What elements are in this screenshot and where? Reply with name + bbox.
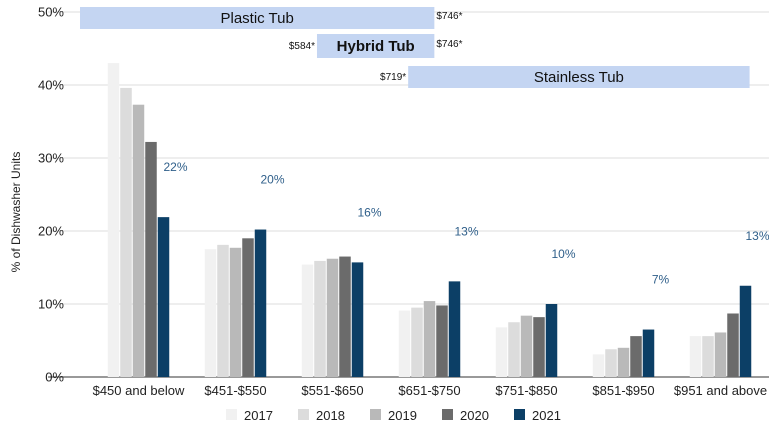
data-label: 20% xyxy=(260,173,284,187)
y-tick-label: 30% xyxy=(38,151,64,166)
band-label: Stainless Tub xyxy=(534,69,624,86)
bar-2020 xyxy=(533,317,545,377)
bar-2018 xyxy=(411,307,423,377)
bar-2021 xyxy=(351,262,364,377)
bar-2020 xyxy=(339,256,351,377)
bar-2021 xyxy=(254,229,267,377)
x-tick-label: $751-$850 xyxy=(495,383,557,398)
legend-swatch-2020 xyxy=(442,409,453,420)
bar-2020 xyxy=(145,141,157,377)
band-start-price: $719* xyxy=(380,72,406,83)
legend-label: 2021 xyxy=(532,408,561,423)
bar-2018 xyxy=(120,87,132,378)
bar-2017 xyxy=(592,354,605,377)
bar-2017 xyxy=(204,249,217,377)
y-axis-ticks: 0% 10% 20% 30% 40% 50% xyxy=(38,5,64,385)
y-tick-label: 50% xyxy=(38,5,64,20)
band-2 xyxy=(408,66,750,88)
bar-2019 xyxy=(520,315,533,377)
legend-label: 2019 xyxy=(388,408,417,423)
bar-2021 xyxy=(448,281,461,377)
bar-2018 xyxy=(314,260,326,377)
band-1 xyxy=(316,34,435,58)
band-start-price: $584* xyxy=(289,41,315,52)
bar-2018 xyxy=(702,336,714,377)
bars xyxy=(107,63,752,378)
y-tick-label: 10% xyxy=(38,297,64,312)
legend-swatch-2017 xyxy=(226,409,237,420)
x-axis-ticks: $450 and below $451-$550 $551-$650 $651-$75… xyxy=(93,383,768,398)
bar-2021 xyxy=(642,329,655,377)
bar-2019 xyxy=(423,301,436,377)
band-label: Plastic Tub xyxy=(220,10,293,27)
legend-label: 2018 xyxy=(316,408,345,423)
bar-2018 xyxy=(217,244,229,377)
band-0 xyxy=(80,7,435,29)
legend-swatch-2019 xyxy=(370,409,381,420)
y-tick-label: 20% xyxy=(38,224,64,239)
x-tick-label: $651-$750 xyxy=(398,383,460,398)
bar-2017 xyxy=(398,310,411,377)
data-label: 13% xyxy=(454,224,478,238)
bar-2020 xyxy=(630,336,642,377)
x-tick-label: $451-$550 xyxy=(204,383,266,398)
legend-label: 2020 xyxy=(460,408,489,423)
bar-2020 xyxy=(436,305,448,377)
legend-swatch-2018 xyxy=(298,409,309,420)
data-labels: 22% 20% 16% 13% 10% 7% 13% xyxy=(163,160,769,286)
y-tick-label: 0% xyxy=(45,370,64,385)
legend-swatch-2021 xyxy=(514,409,525,420)
band-label: Hybrid Tub xyxy=(337,38,415,55)
x-tick-label: $450 and below xyxy=(93,383,185,398)
bar-2017 xyxy=(495,327,508,377)
y-axis-label: % of Dishwasher Units xyxy=(9,152,23,273)
legend-label: 2017 xyxy=(244,408,273,423)
bar-2021 xyxy=(157,217,170,377)
bar-2021 xyxy=(545,304,558,377)
tub-type-bands: Plastic Tub $746* Hybrid Tub $584* $746* Stai… xyxy=(80,7,750,88)
bar-2021 xyxy=(739,285,752,377)
bar-2020 xyxy=(727,313,739,377)
bar-2020 xyxy=(242,238,254,377)
band-end-price: $746* xyxy=(436,11,462,22)
x-tick-label: $551-$650 xyxy=(301,383,363,398)
x-tick-label: $851-$950 xyxy=(592,383,654,398)
x-tick-label: $951 and above xyxy=(674,383,767,398)
bar-2019 xyxy=(326,258,339,377)
bar-2017 xyxy=(107,63,120,377)
bar-2019 xyxy=(617,347,630,377)
y-tick-label: 40% xyxy=(38,78,64,93)
bar-2019 xyxy=(229,247,242,377)
data-label: 16% xyxy=(357,205,381,219)
data-label: 13% xyxy=(745,229,769,243)
bar-2018 xyxy=(605,349,617,377)
bar-2019 xyxy=(132,104,145,378)
bar-2018 xyxy=(508,322,520,377)
bar-2019 xyxy=(714,332,727,377)
band-end-price: $746* xyxy=(436,39,462,50)
data-label: 10% xyxy=(551,247,575,261)
data-label: 7% xyxy=(652,273,670,287)
bar-2017 xyxy=(689,336,702,377)
data-label: 22% xyxy=(163,160,187,174)
legend: 2017 2018 2019 2020 2021 xyxy=(226,408,561,423)
bar-2017 xyxy=(301,264,314,377)
